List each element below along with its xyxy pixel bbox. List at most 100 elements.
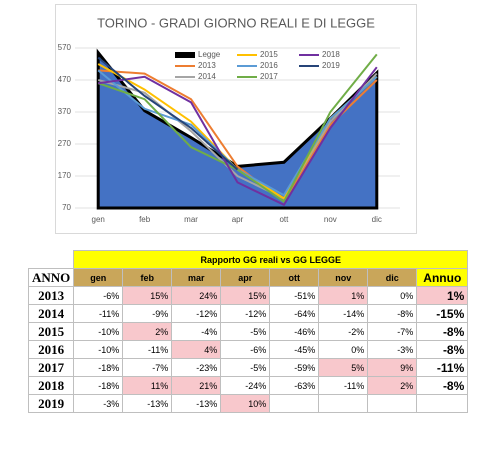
spacer: [29, 251, 74, 269]
column-header: nov: [318, 268, 369, 287]
table-cell: -12%: [220, 304, 271, 323]
legend-label: Legge: [198, 50, 221, 59]
column-header: feb: [122, 268, 173, 287]
y-tick-label: 370: [58, 107, 72, 116]
y-tick-label: 270: [58, 139, 72, 148]
x-tick-label: ott: [279, 215, 289, 224]
table-cell: -3%: [73, 394, 124, 413]
table-cell: -2%: [318, 322, 369, 341]
table-cell: 1%: [416, 286, 469, 305]
chart: TORINO - GRADI GIORNO REALI E DI LEGGE 7…: [55, 4, 417, 234]
column-header: ANNO: [27, 268, 75, 287]
table-cell: 11%: [122, 376, 173, 395]
line: [98, 66, 378, 207]
table-cell: -11%: [416, 358, 469, 377]
legend-label: 2019: [322, 61, 340, 70]
table-row: 2017 -18% -7% -23% -5% -59% 5% 9% -11%: [27, 358, 469, 377]
table-cell: -45%: [269, 340, 320, 359]
x-tick-label: nov: [324, 215, 337, 224]
table-cell: -18%: [73, 358, 124, 377]
table-cell: 5%: [318, 358, 369, 377]
table-cell: 21%: [171, 376, 222, 395]
table-cell: 0%: [367, 286, 418, 305]
table-cell: -18%: [73, 376, 124, 395]
table-title: Rapporto GG reali vs GG LEGGE: [73, 250, 469, 269]
x-tick-label: dic: [372, 215, 382, 224]
x-tick-label: gen: [92, 215, 105, 224]
y-tick-label: 470: [58, 75, 72, 84]
table-cell: 2015: [27, 322, 75, 341]
table-row: 2014 -11% -9% -12% -12% -64% -14% -8% -15%: [27, 304, 469, 323]
table-cell: -4%: [171, 322, 222, 341]
table-cell: [318, 394, 369, 413]
header-row: ANNO gen feb mar apr ott nov dic Annuo: [27, 268, 469, 287]
ratio-table: Rapporto GG reali vs GG LEGGE ANNO gen feb m…: [27, 250, 469, 413]
table-cell: -7%: [367, 322, 418, 341]
table-cell: 2014: [27, 304, 75, 323]
table-cell: 2017: [27, 358, 75, 377]
column-header: gen: [73, 268, 124, 287]
table-cell: -8%: [416, 376, 469, 395]
column-header: apr: [220, 268, 271, 287]
table-cell: -5%: [220, 358, 271, 377]
table-cell: -8%: [367, 304, 418, 323]
table-cell: 15%: [122, 286, 173, 305]
table-cell: -12%: [171, 304, 222, 323]
table-cell: -5%: [220, 322, 271, 341]
legend-label: 2016: [260, 61, 278, 70]
table-cell: 9%: [367, 358, 418, 377]
table-row: 2016 -10% -11% 4% -6% -45% 0% -3% -8%: [27, 340, 469, 359]
table-cell: 24%: [171, 286, 222, 305]
line: [98, 69, 378, 204]
column-header: dic: [367, 268, 418, 287]
legend-label: 2018: [322, 50, 340, 59]
table-cell: -24%: [220, 376, 271, 395]
table-cell: -8%: [416, 340, 469, 359]
x-tick-label: mar: [184, 215, 198, 224]
table-cell: -51%: [269, 286, 320, 305]
title-row: Rapporto GG reali vs GG LEGGE: [29, 250, 469, 269]
legend-label: 2015: [260, 50, 278, 59]
table-cell: 1%: [318, 286, 369, 305]
table-cell: -9%: [122, 304, 173, 323]
column-header: mar: [171, 268, 222, 287]
legend-label: 2014: [198, 72, 216, 81]
table-cell: 2013: [27, 286, 75, 305]
legend-label: 2017: [260, 72, 278, 81]
table-cell: 0%: [318, 340, 369, 359]
table-cell: 2018: [27, 376, 75, 395]
table-row: 2015 -10% 2% -4% -5% -46% -2% -7% -8%: [27, 322, 469, 341]
table-cell: -64%: [269, 304, 320, 323]
table-cell: -13%: [122, 394, 173, 413]
y-tick-label: 70: [62, 203, 71, 212]
table-cell: -11%: [122, 340, 173, 359]
table-cell: -6%: [73, 286, 124, 305]
table-cell: -23%: [171, 358, 222, 377]
x-tick-label: apr: [232, 215, 244, 224]
table-cell: 2%: [367, 376, 418, 395]
x-tick-label: feb: [139, 215, 151, 224]
table-cell: -59%: [269, 358, 320, 377]
table-cell: 4%: [171, 340, 222, 359]
table-cell: 2019: [27, 394, 75, 413]
chart-title: TORINO - GRADI GIORNO REALI E DI LEGGE: [97, 15, 375, 30]
line: [97, 72, 378, 200]
table-cell: -10%: [73, 322, 124, 341]
table-cell: [367, 394, 418, 413]
table-cell: -10%: [73, 340, 124, 359]
table-cell: -46%: [269, 322, 320, 341]
legend-label: 2013: [198, 61, 216, 70]
table-cell: -13%: [171, 394, 222, 413]
table-cell: -6%: [220, 340, 271, 359]
table-cell: 10%: [220, 394, 271, 413]
table-cell: -7%: [122, 358, 173, 377]
table-cell: -3%: [367, 340, 418, 359]
y-tick-label: 570: [58, 43, 72, 52]
y-tick-label: 170: [58, 171, 72, 180]
table-cell: -11%: [318, 376, 369, 395]
table-row: 2013 -6% 15% 24% 15% -51% 1% 0% 1%: [27, 286, 469, 305]
column-header: ott: [269, 268, 320, 287]
table-cell: -8%: [416, 322, 469, 341]
table-row: 2018 -18% 11% 21% -24% -63% -11% 2% -8%: [27, 376, 469, 395]
